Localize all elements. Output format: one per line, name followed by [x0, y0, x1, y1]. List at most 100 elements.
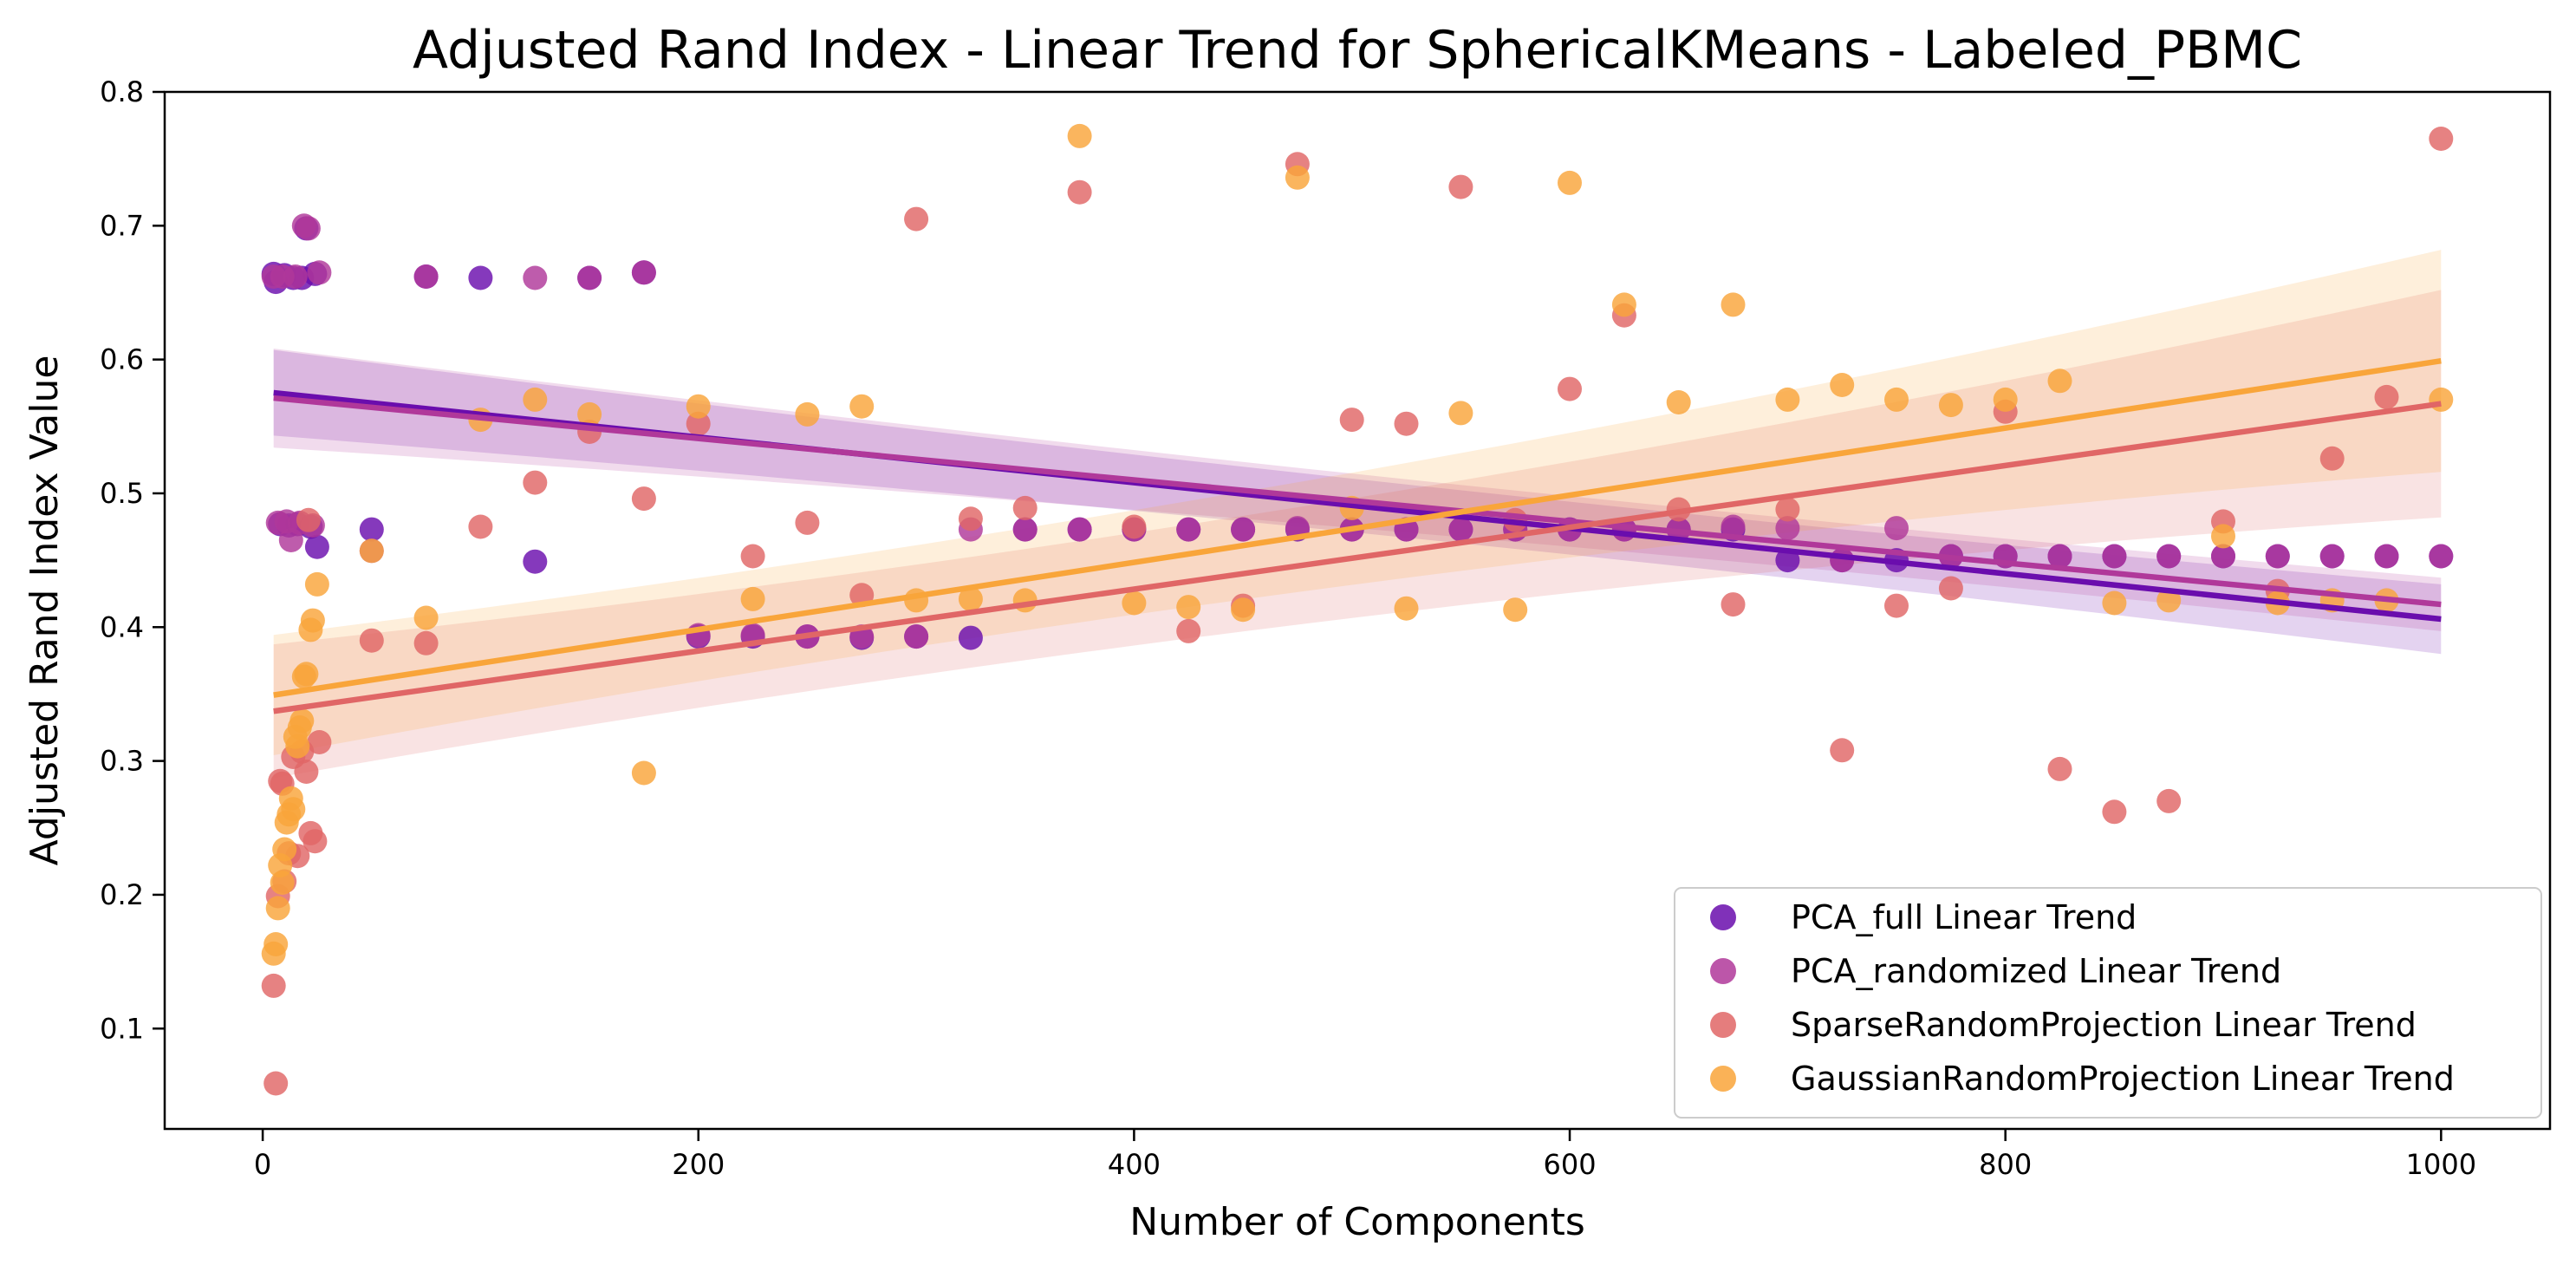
- x-axis-label: Number of Components: [1129, 1200, 1585, 1244]
- data-point-sparserandomprojection-linear-trend: [795, 510, 820, 535]
- y-tick-label: 0.2: [100, 878, 144, 911]
- legend-label-sparserandomprojection-linear-trend: SparseRandomProjection Linear Trend: [1791, 1006, 2417, 1044]
- data-point-sparserandomprojection-linear-trend: [261, 973, 286, 998]
- data-point-pca-randomized-linear-trend: [2319, 544, 2345, 569]
- data-point-sparserandomprojection-linear-trend: [307, 730, 332, 754]
- data-point-pca-randomized-linear-trend: [413, 264, 439, 289]
- legend-label-gaussianrandomprojection-linear-trend: GaussianRandomProjection Linear Trend: [1791, 1060, 2455, 1098]
- data-point-sparserandomprojection-linear-trend: [1067, 179, 1092, 205]
- data-point-gaussianrandomprojection-linear-trend: [289, 708, 315, 734]
- data-point-gaussianrandomprojection-linear-trend: [1558, 170, 1582, 195]
- legend-box: [1674, 887, 2542, 1119]
- trend-lines: [273, 357, 2442, 714]
- data-point-gaussianrandomprojection-linear-trend: [1448, 401, 1473, 426]
- data-point-gaussianrandomprojection-linear-trend: [1067, 123, 1092, 148]
- data-point-sparserandomprojection-linear-trend: [631, 486, 656, 512]
- data-point-gaussianrandomprojection-linear-trend: [1938, 393, 1963, 418]
- data-point-sparserandomprojection-linear-trend: [523, 470, 548, 495]
- data-point-gaussianrandomprojection-linear-trend: [300, 608, 325, 633]
- data-point-gaussianrandomprojection-linear-trend: [958, 586, 983, 611]
- y-tick-label: 0.8: [100, 75, 144, 108]
- data-point-sparserandomprojection-linear-trend: [263, 1071, 289, 1096]
- data-point-gaussianrandomprojection-linear-trend: [795, 401, 820, 427]
- legend-label-pca-randomized-linear-trend: PCA_randomized Linear Trend: [1791, 952, 2281, 990]
- data-point-gaussianrandomprojection-linear-trend: [523, 387, 548, 412]
- data-point-sparserandomprojection-linear-trend: [1721, 592, 1746, 617]
- data-point-sparserandomprojection-linear-trend: [1394, 411, 1419, 436]
- data-point-sparserandomprojection-linear-trend: [740, 544, 765, 569]
- data-point-sparserandomprojection-linear-trend: [1176, 618, 1201, 643]
- data-point-sparserandomprojection-linear-trend: [958, 506, 983, 532]
- data-point-gaussianrandomprojection-linear-trend: [359, 538, 384, 564]
- data-point-gaussianrandomprojection-linear-trend: [1231, 597, 1256, 623]
- data-point-sparserandomprojection-linear-trend: [1775, 497, 1800, 522]
- legend-marker-gaussianrandomprojection-linear-trend: [1710, 1066, 1736, 1092]
- data-point-pca-randomized-linear-trend: [631, 260, 656, 285]
- data-point-sparserandomprojection-linear-trend: [413, 630, 439, 656]
- data-point-pca-full-linear-trend: [359, 517, 384, 542]
- trend-line-gaussianrandomprojection-linear-trend: [273, 357, 2442, 698]
- data-point-gaussianrandomprojection-linear-trend: [1830, 373, 1855, 397]
- data-point-gaussianrandomprojection-linear-trend: [1394, 596, 1419, 621]
- data-point-sparserandomprojection-linear-trend: [2156, 788, 2182, 813]
- data-point-gaussianrandomprojection-linear-trend: [2211, 524, 2235, 549]
- data-point-sparserandomprojection-linear-trend: [1012, 495, 1038, 520]
- data-point-sparserandomprojection-linear-trend: [686, 411, 711, 436]
- data-point-sparserandomprojection-linear-trend: [1122, 514, 1147, 539]
- data-point-pca-randomized-linear-trend: [296, 216, 321, 241]
- data-point-gaussianrandomprojection-linear-trend: [1993, 387, 2018, 412]
- data-point-sparserandomprojection-linear-trend: [1558, 376, 1582, 401]
- x-axis-ticks: 0 200 400 600 800 1000: [254, 1129, 2476, 1181]
- data-point-pca-randomized-linear-trend: [2211, 544, 2235, 569]
- data-point-gaussianrandomprojection-linear-trend: [1503, 597, 1528, 623]
- data-point-pca-full-linear-trend: [958, 625, 983, 650]
- data-point-pca-randomized-linear-trend: [1231, 517, 1256, 542]
- y-tick-label: 0.6: [100, 343, 144, 376]
- data-point-sparserandomprojection-linear-trend: [302, 829, 328, 854]
- data-point-pca-full-linear-trend: [304, 534, 329, 559]
- data-point-gaussianrandomprojection-linear-trend: [740, 586, 765, 611]
- data-point-sparserandomprojection-linear-trend: [1339, 408, 1364, 433]
- data-point-gaussianrandomprojection-linear-trend: [1721, 292, 1746, 317]
- data-point-gaussianrandomprojection-linear-trend: [272, 837, 297, 862]
- data-point-gaussianrandomprojection-linear-trend: [686, 394, 711, 419]
- chart-title: Adjusted Rand Index - Linear Trend for S…: [413, 20, 2302, 81]
- legend-marker-pca-full-linear-trend: [1710, 904, 1736, 930]
- data-point-sparserandomprojection-linear-trend: [359, 628, 384, 653]
- legend: PCA_full Linear Trend PCA_randomized Line…: [1674, 887, 2542, 1119]
- x-tick-label: 1000: [2406, 1148, 2476, 1181]
- data-point-gaussianrandomprojection-linear-trend: [1176, 595, 1201, 620]
- plot-frame: [163, 90, 2552, 1131]
- data-point-gaussianrandomprojection-linear-trend: [270, 871, 295, 895]
- data-point-pca-randomized-linear-trend: [2156, 544, 2182, 569]
- data-point-gaussianrandomprojection-linear-trend: [1611, 292, 1636, 317]
- x-tick-label: 200: [672, 1148, 725, 1181]
- data-point-pca-randomized-linear-trend: [904, 624, 929, 649]
- data-point-sparserandomprojection-linear-trend: [1884, 593, 1909, 618]
- y-axis-ticks: 0.1 0.2 0.3 0.4 0.5 0.6 0.7 0.8: [100, 75, 165, 1045]
- x-tick-label: 600: [1544, 1148, 1597, 1181]
- data-point-gaussianrandomprojection-linear-trend: [1884, 387, 1909, 412]
- data-point-gaussianrandomprojection-linear-trend: [1666, 390, 1691, 414]
- data-point-sparserandomprojection-linear-trend: [2429, 127, 2454, 151]
- data-point-pca-randomized-linear-trend: [1884, 516, 1909, 541]
- x-tick-label: 800: [1979, 1148, 2032, 1181]
- data-point-pca-randomized-linear-trend: [577, 265, 602, 290]
- trend-line-pca-randomized-linear-trend: [273, 395, 2442, 608]
- y-tick-label: 0.5: [100, 477, 144, 510]
- data-point-gaussianrandomprojection-linear-trend: [2156, 588, 2182, 613]
- y-tick-label: 0.7: [100, 209, 144, 242]
- y-tick-label: 0.3: [100, 745, 144, 778]
- y-tick-label: 0.1: [100, 1012, 144, 1045]
- data-point-pca-full-linear-trend: [523, 549, 548, 574]
- data-point-gaussianrandomprojection-linear-trend: [263, 932, 289, 956]
- y-axis-label: Adjusted Rand Index Value: [23, 356, 67, 866]
- data-point-gaussianrandomprojection-linear-trend: [304, 571, 329, 597]
- data-point-sparserandomprojection-linear-trend: [2102, 799, 2127, 825]
- data-point-pca-randomized-linear-trend: [2429, 544, 2454, 569]
- data-point-gaussianrandomprojection-linear-trend: [1775, 387, 1800, 412]
- data-point-pca-randomized-linear-trend: [2102, 544, 2127, 569]
- data-point-pca-randomized-linear-trend: [1775, 516, 1800, 541]
